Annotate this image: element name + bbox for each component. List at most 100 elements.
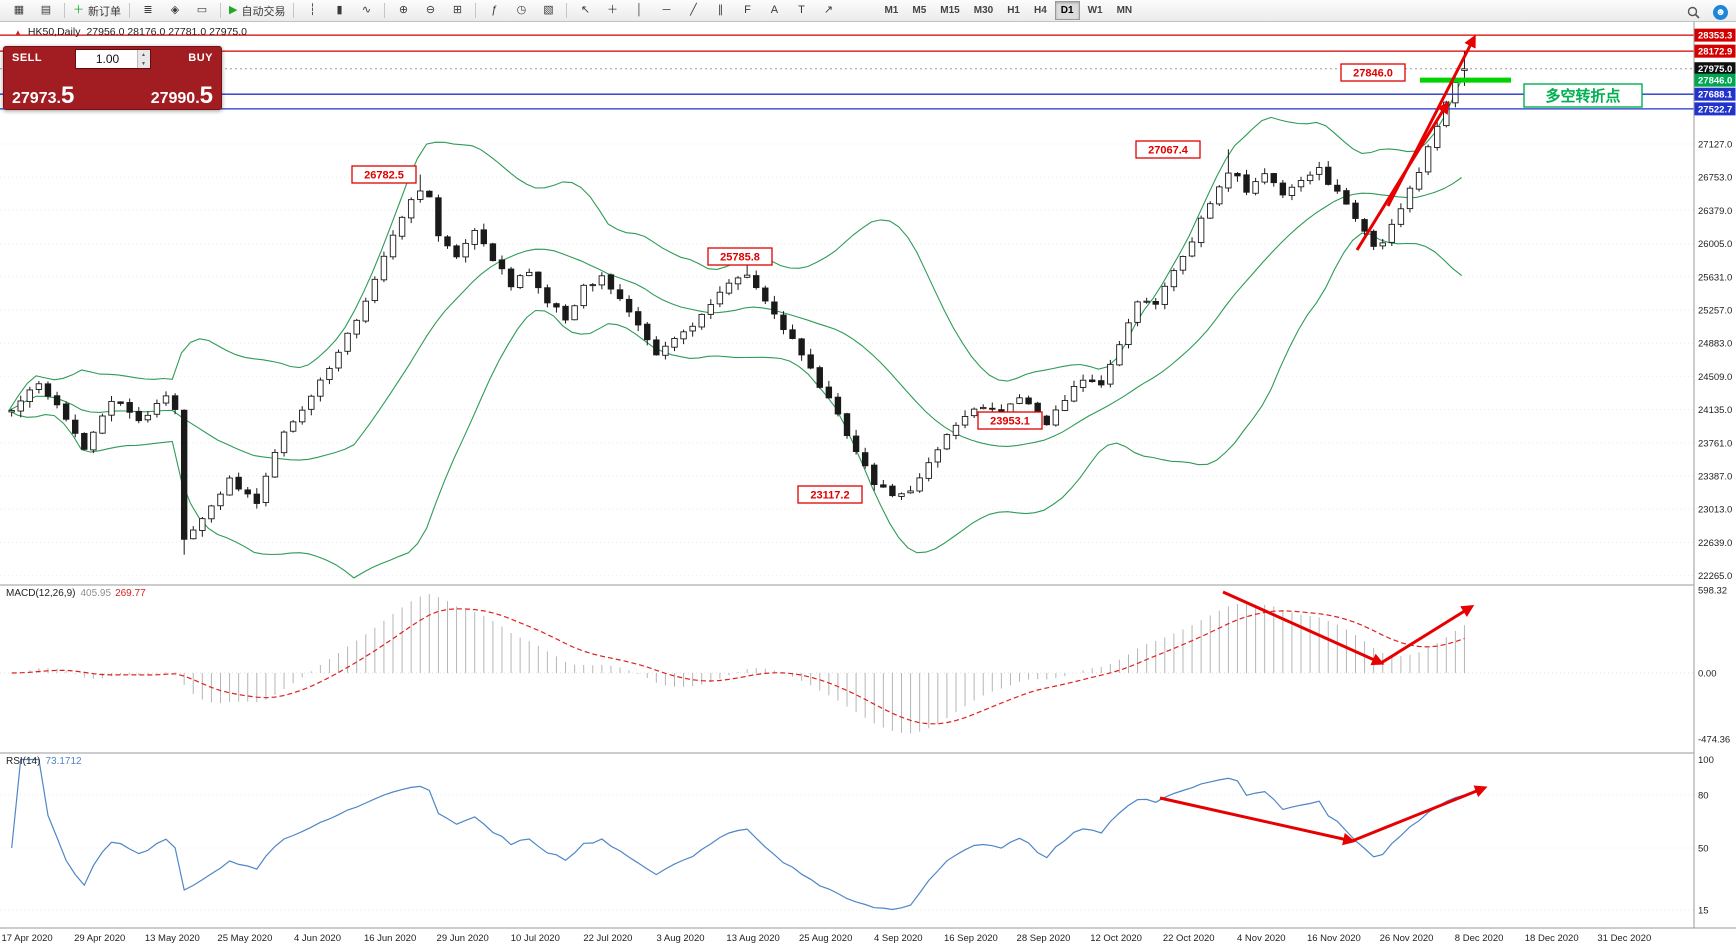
trend-arrows-main[interactable] — [1355, 34, 1476, 251]
navigator-icon[interactable]: ◈ — [170, 4, 180, 16]
toolbar-separator — [384, 3, 386, 18]
zoom-out-icon[interactable]: ⊖ — [425, 4, 436, 16]
date-label: 25 Aug 2020 — [799, 933, 852, 944]
date-label: 31 Dec 2020 — [1597, 933, 1651, 944]
volume-increase-button[interactable]: ▲ — [141, 51, 146, 58]
sell-button[interactable]: SELL — [12, 52, 43, 64]
price-annotation[interactable]: 25785.8 — [707, 247, 773, 266]
svg-text:25785.8: 25785.8 — [720, 252, 760, 264]
price-annotation[interactable]: 23117.2 — [797, 485, 863, 504]
axis-price-box — [1694, 102, 1736, 116]
trend-arrow[interactable] — [1351, 785, 1488, 843]
macd-axis-label: 598.32 — [1698, 586, 1727, 597]
timeframe-m5[interactable]: M5 — [912, 5, 927, 16]
axis-price-box — [1694, 28, 1736, 42]
volume-input[interactable] — [75, 50, 150, 68]
search-icon[interactable] — [1680, 3, 1706, 21]
profiles-icon[interactable]: ▤ — [40, 4, 52, 16]
timeframe-h1[interactable]: H1 — [1007, 5, 1020, 16]
sell-price[interactable]: 27973.5 — [12, 82, 75, 109]
date-label: 8 Dec 2020 — [1455, 933, 1504, 944]
candle-chart-icon[interactable]: ▮ — [336, 4, 343, 16]
bar-chart-icon[interactable]: ┆ — [309, 4, 316, 16]
tile-windows-icon[interactable]: ⊞ — [452, 4, 463, 16]
date-label: 18 Dec 2020 — [1525, 933, 1579, 944]
line-chart-icon[interactable]: ∿ — [361, 4, 372, 16]
date-label: 4 Nov 2020 — [1237, 933, 1286, 944]
autotrading-button[interactable]: ▶ 自动交易 — [229, 4, 286, 18]
trend-arrows-rsi[interactable] — [1159, 785, 1488, 846]
rsi-label: RSI(14) 73.1712 — [6, 756, 82, 767]
price-annotation[interactable]: 27846.0 — [1340, 63, 1406, 82]
cursor-icon[interactable]: ↖ — [580, 4, 591, 16]
axis-price-box-label: 27522.7 — [1698, 104, 1732, 115]
svg-text:26782.5: 26782.5 — [364, 170, 404, 182]
crosshair-icon[interactable]: ＋ — [606, 4, 618, 16]
svg-text:27846.0: 27846.0 — [1353, 68, 1393, 80]
date-label: 29 Apr 2020 — [74, 933, 125, 944]
trend-arrows-macd[interactable] — [1222, 590, 1475, 666]
trendline-icon[interactable]: ╱ — [690, 4, 697, 16]
date-label: 16 Nov 2020 — [1307, 933, 1361, 944]
price-tick-label: 23013.0 — [1698, 505, 1732, 516]
community-icon[interactable]: ☻ — [1713, 4, 1728, 20]
price-tick-label: 23761.0 — [1698, 438, 1732, 449]
new-order-button[interactable]: ＋新订单 — [73, 4, 121, 18]
macd-label: MACD(12,26,9) 405.95 269.77 — [6, 588, 146, 599]
note-annotation[interactable]: 多空转折点 — [1523, 83, 1643, 108]
toolbar: ☻ ▦ ▤ ＋新订单 ≣ ◈ ▭ ▶ 自动交易 ┆ ▮ ∿ ⊕ ⊖ ⊞ ƒ ◷ ▧ ↖ ＋ │ ─ ╱ ∥ F A T ↗ M1 M5 M… — [0, 0, 1736, 22]
periods-icon[interactable]: ◷ — [516, 4, 527, 16]
date-label: 4 Jun 2020 — [294, 933, 341, 944]
rsi-axis-label: 100 — [1698, 755, 1714, 766]
svg-text:23117.2: 23117.2 — [810, 490, 849, 502]
equidistant-channel-icon[interactable]: ∥ — [717, 4, 724, 16]
vertical-line-icon[interactable]: │ — [636, 4, 643, 16]
chart-ohlc-values: 27956.0 28176.0 27781.0 27975.0 — [86, 26, 248, 38]
macd-axis-label: -474.36 — [1698, 734, 1730, 745]
price-annotation[interactable]: 27067.4 — [1135, 140, 1201, 159]
trend-arrow[interactable] — [1380, 605, 1475, 665]
text-icon[interactable]: A — [770, 4, 779, 16]
date-label: 26 Nov 2020 — [1380, 933, 1434, 944]
zoom-in-icon[interactable]: ⊕ — [398, 4, 409, 16]
trend-arrow[interactable] — [1159, 796, 1356, 846]
toolbar-separator — [220, 3, 221, 18]
buy-price[interactable]: 27990.5 — [150, 82, 213, 109]
text-label-icon[interactable]: T — [798, 4, 805, 16]
timeframe-m1[interactable]: M1 — [884, 5, 899, 16]
toolbar-separator — [475, 3, 477, 18]
price-tick-label: 23387.0 — [1698, 472, 1732, 483]
horizontal-line-icon[interactable]: ─ — [662, 4, 671, 16]
axis-price-box-label: 27688.1 — [1698, 90, 1733, 101]
axis-price-box — [1694, 87, 1736, 101]
templates-icon[interactable]: ▧ — [543, 4, 554, 16]
trend-arrow[interactable] — [1386, 34, 1476, 207]
axis-price-box — [1694, 44, 1736, 58]
new-chart-icon[interactable]: ▦ — [13, 4, 25, 16]
candles — [8, 50, 1468, 555]
volume-decrease-button[interactable]: ▼ — [141, 60, 146, 67]
arrows-icon[interactable]: ↗ — [823, 4, 834, 16]
buy-button[interactable]: BUY — [188, 52, 213, 64]
timeframe-d1[interactable]: D1 — [1054, 1, 1080, 20]
date-axis[interactable]: 17 Apr 2020 29 Apr 2020 13 May 2020 25 May … — [0, 927, 1736, 947]
price-annotation[interactable]: 23953.1 — [977, 411, 1043, 430]
price-annotation[interactable]: 26782.5 — [351, 165, 417, 184]
indicators-icon[interactable]: ƒ — [491, 4, 498, 16]
axis-price-box-label: 27975.0 — [1698, 64, 1732, 75]
terminal-icon[interactable]: ▭ — [196, 4, 208, 16]
price-tick-label: 26379.0 — [1698, 206, 1732, 217]
timeframe-mn[interactable]: MN — [1116, 5, 1133, 16]
fibonacci-icon[interactable]: F — [744, 4, 751, 16]
market-watch-icon[interactable]: ≣ — [143, 4, 153, 16]
timeframe-m30[interactable]: M30 — [973, 5, 994, 16]
timeframe-w1[interactable]: W1 — [1087, 5, 1103, 16]
price-axis[interactable]: 27127.0 26753.0 26379.0 26005.0 25631.0 25257… — [1693, 22, 1736, 928]
timeframe-m15[interactable]: M15 — [940, 5, 960, 16]
timeframe-h4[interactable]: H4 — [1033, 5, 1047, 16]
trend-arrow[interactable] — [1222, 590, 1385, 666]
date-label: 16 Jun 2020 — [364, 933, 416, 944]
date-label: 4 Sep 2020 — [874, 933, 923, 944]
